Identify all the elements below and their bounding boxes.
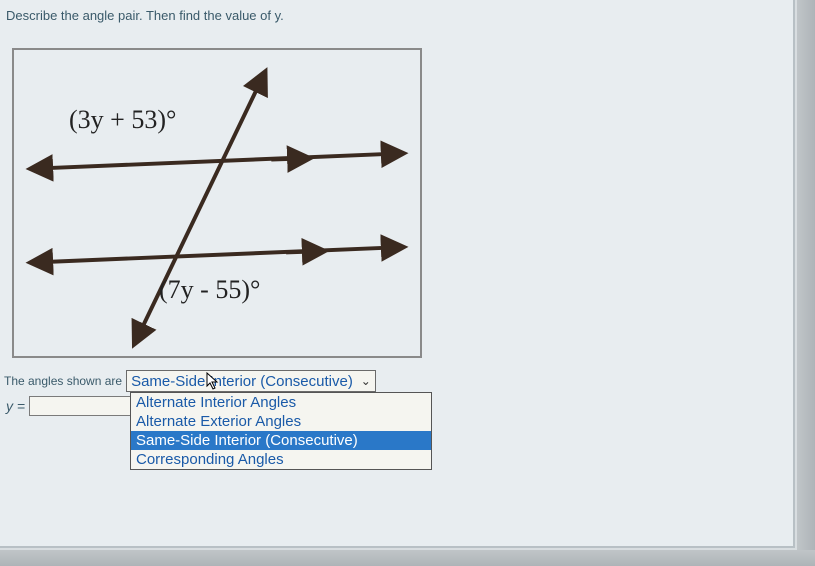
bottom-angle-label: (7y - 55)° xyxy=(159,275,260,305)
dropdown-options-list[interactable]: Alternate Interior AnglesAlternate Exter… xyxy=(130,392,432,470)
question-prompt: Describe the angle pair. Then find the v… xyxy=(0,0,793,31)
angles-shown-label: The angles shown are xyxy=(4,374,122,388)
chevron-down-icon: ⌄ xyxy=(361,374,371,388)
angle-type-dropdown[interactable]: Same-Side Interior (Consecutive) ⌄ xyxy=(126,370,376,392)
y-equals-label: y = xyxy=(6,398,25,414)
top-angle-label: (3y + 53)° xyxy=(69,105,176,135)
diagram-container: (3y + 53)° (7y - 55)° xyxy=(12,48,422,358)
right-edge-shadow xyxy=(797,0,815,566)
dropdown-option[interactable]: Corresponding Angles xyxy=(131,450,431,469)
dropdown-option[interactable]: Alternate Interior Angles xyxy=(131,393,431,412)
y-value-input[interactable] xyxy=(29,396,139,416)
bottom-edge-shadow xyxy=(0,550,815,566)
dropdown-selected-text: Same-Side Interior (Consecutive) xyxy=(131,373,353,390)
dropdown-option[interactable]: Alternate Exterior Angles xyxy=(131,412,431,431)
dropdown-option[interactable]: Same-Side Interior (Consecutive) xyxy=(131,431,431,450)
angle-diagram xyxy=(14,50,420,356)
